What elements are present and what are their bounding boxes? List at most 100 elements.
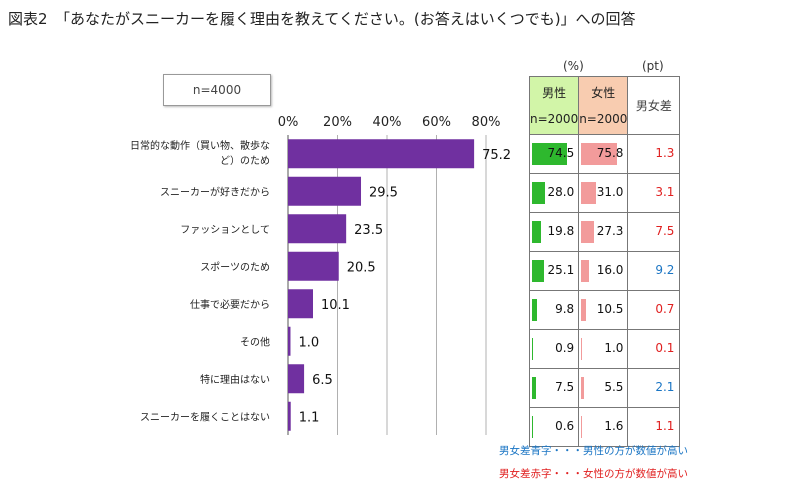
gender-table: 男性 n=2000 女性 n=2000 男女差 74.5 75.8 1.3 28.0 3…	[528, 76, 681, 447]
diff-header: 男女差	[627, 76, 681, 135]
x-tick-label: 40%	[373, 115, 402, 130]
female-bar	[581, 143, 617, 165]
category-label: 特に理由はない	[200, 373, 270, 386]
male-label: 男性	[542, 85, 567, 100]
male-cell: 25.1	[528, 251, 580, 291]
male-bar	[532, 260, 544, 282]
bar-value-label: 29.5	[369, 185, 398, 200]
male-bar	[532, 221, 542, 243]
male-cell: 0.9	[528, 329, 580, 369]
x-tick-label: 80%	[472, 115, 501, 130]
male-cell: 74.5	[528, 134, 580, 174]
category-label: スポーツのため	[200, 261, 270, 273]
male-cell: 19.8	[528, 212, 580, 252]
point-unit: (pt)	[642, 59, 664, 73]
bar	[288, 176, 362, 206]
table-row: 9.8 10.5 0.7	[528, 290, 681, 330]
male-header: 男性 n=2000	[528, 76, 580, 135]
table-row: 19.8 27.3 7.5	[528, 212, 681, 252]
category-label: スニーカーを履くことはない	[140, 411, 270, 423]
male-value: 19.8	[547, 224, 575, 238]
female-cell: 31.0	[578, 173, 629, 213]
bar-value-label: 6.5	[312, 373, 333, 388]
diff-value: 1.1	[655, 419, 675, 433]
female-value: 75.8	[596, 146, 624, 160]
male-bar	[532, 377, 536, 399]
category-label: 仕事で必要だから	[190, 298, 270, 311]
bar	[288, 214, 347, 244]
table-row: 28.0 31.0 3.1	[528, 173, 681, 213]
female-n: n=2000	[579, 111, 628, 126]
male-n: n=2000	[530, 111, 579, 126]
diff-value: 1.3	[655, 146, 675, 160]
bar-value-label: 10.1	[321, 298, 350, 313]
legend-red: 男女差赤字・・・女性の方が数値が高い	[499, 468, 688, 480]
diff-value: 7.5	[655, 224, 675, 238]
female-cell: 16.0	[578, 251, 629, 291]
male-value: 28.0	[547, 185, 575, 199]
male-cell: 7.5	[528, 368, 580, 408]
diff-value: 9.2	[655, 263, 675, 277]
female-bar	[581, 260, 589, 282]
female-cell: 27.3	[578, 212, 629, 252]
bar-value-label: 1.0	[298, 335, 319, 350]
female-value: 1.6	[604, 419, 624, 433]
table-row: 0.9 1.0 0.1	[528, 329, 681, 369]
female-bar	[581, 377, 584, 399]
diff-cell: 7.5	[627, 212, 681, 252]
x-tick-label: 0%	[278, 115, 299, 130]
female-value: 10.5	[596, 302, 624, 316]
bar	[288, 326, 291, 356]
diff-value: 0.1	[655, 341, 675, 355]
diff-cell: 1.1	[627, 407, 681, 447]
category-label: スニーカーが好きだから	[160, 185, 270, 198]
bar	[288, 401, 291, 431]
category-label: 日常的な動作（買い物、散歩な	[130, 139, 270, 152]
diff-value: 3.1	[655, 185, 675, 199]
male-cell: 28.0	[528, 173, 580, 213]
table-row: 74.5 75.8 1.3	[528, 134, 681, 174]
bar	[288, 364, 305, 394]
diff-cell: 0.1	[627, 329, 681, 369]
male-bar	[532, 182, 546, 204]
diff-value: 2.1	[655, 380, 675, 394]
sample-size-box: n=4000	[163, 74, 271, 106]
diff-cell: 9.2	[627, 251, 681, 291]
male-bar	[532, 299, 537, 321]
bar-value-label: 20.5	[347, 260, 376, 275]
bar-value-label: 1.1	[299, 410, 320, 425]
legend-blue: 男女差青字・・・男性の方が数値が高い	[499, 445, 688, 457]
table-row: 25.1 16.0 9.2	[528, 251, 681, 291]
female-value: 16.0	[596, 263, 624, 277]
female-cell: 1.0	[578, 329, 629, 369]
male-value: 74.5	[547, 146, 575, 160]
percent-unit: (%)	[563, 59, 584, 73]
female-bar	[581, 221, 595, 243]
bar-value-label: 75.2	[482, 148, 511, 163]
category-label: ファッションとして	[180, 224, 270, 236]
male-cell: 9.8	[528, 290, 580, 330]
category-label: その他	[240, 335, 270, 348]
table-row: 0.6 1.6 1.1	[528, 407, 681, 447]
female-cell: 75.8	[578, 134, 629, 174]
male-value: 0.9	[555, 341, 575, 355]
bar-value-label: 23.5	[354, 223, 383, 238]
female-header: 女性 n=2000	[578, 76, 629, 135]
table-row: 7.5 5.5 2.1	[528, 368, 681, 408]
female-value: 27.3	[596, 224, 624, 238]
female-bar	[581, 299, 587, 321]
x-tick-label: 60%	[422, 115, 451, 130]
female-cell: 10.5	[578, 290, 629, 330]
female-label: 女性	[591, 85, 616, 100]
diff-value: 0.7	[655, 302, 675, 316]
bar	[288, 139, 475, 169]
male-value: 7.5	[555, 380, 575, 394]
diff-cell: 3.1	[627, 173, 681, 213]
female-value: 31.0	[596, 185, 624, 199]
x-tick-label: 20%	[323, 115, 352, 130]
diff-cell: 0.7	[627, 290, 681, 330]
male-value: 25.1	[547, 263, 575, 277]
male-value: 0.6	[555, 419, 575, 433]
diff-cell: 2.1	[627, 368, 681, 408]
